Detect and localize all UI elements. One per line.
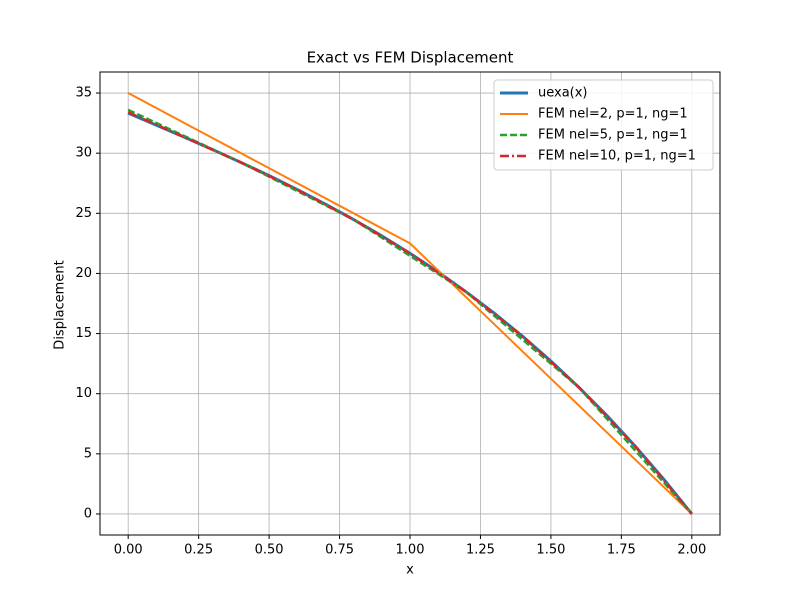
x-tick-label: 0.75 — [325, 543, 354, 558]
y-axis-label: Displacement — [53, 260, 68, 349]
legend-label: uexa(x) — [538, 86, 588, 101]
x-axis-label: x — [406, 563, 414, 578]
chart-title: Exact vs FEM Displacement — [307, 49, 514, 67]
x-tick-label: 1.50 — [536, 543, 565, 558]
y-tick-label: 20 — [75, 266, 92, 281]
legend-box — [493, 79, 714, 171]
x-tick-label: 0.00 — [114, 543, 143, 558]
y-tick-label: 30 — [75, 146, 92, 161]
line-series — [127, 92, 693, 515]
x-tick-label: 1.75 — [607, 543, 636, 558]
legend-label: FEM nel=10, p=1, ng=1 — [538, 149, 696, 164]
y-tick-label: 10 — [75, 386, 92, 401]
y-tick-label: 25 — [75, 206, 92, 221]
x-tick-label: 0.50 — [255, 543, 284, 558]
y-tick-label: 15 — [75, 326, 92, 341]
y-tick-label: 5 — [84, 446, 92, 461]
plot-frame — [99, 71, 721, 536]
y-tick-label: 0 — [84, 506, 92, 521]
legend-label: FEM nel=5, p=1, ng=1 — [538, 128, 688, 143]
line-series — [127, 111, 693, 515]
y-tick-label: 35 — [75, 86, 92, 101]
x-tick-label: 1.25 — [466, 543, 495, 558]
x-tick-label: 2.00 — [677, 543, 706, 558]
legend: uexa(x) FEM nel=2, p=1, ng=1 FEM nel=5, p=… — [493, 79, 714, 171]
x-tick-label: 1.00 — [396, 543, 425, 558]
x-tick-label: 0.25 — [184, 543, 213, 558]
legend-label: FEM nel=2, p=1, ng=1 — [538, 107, 688, 122]
